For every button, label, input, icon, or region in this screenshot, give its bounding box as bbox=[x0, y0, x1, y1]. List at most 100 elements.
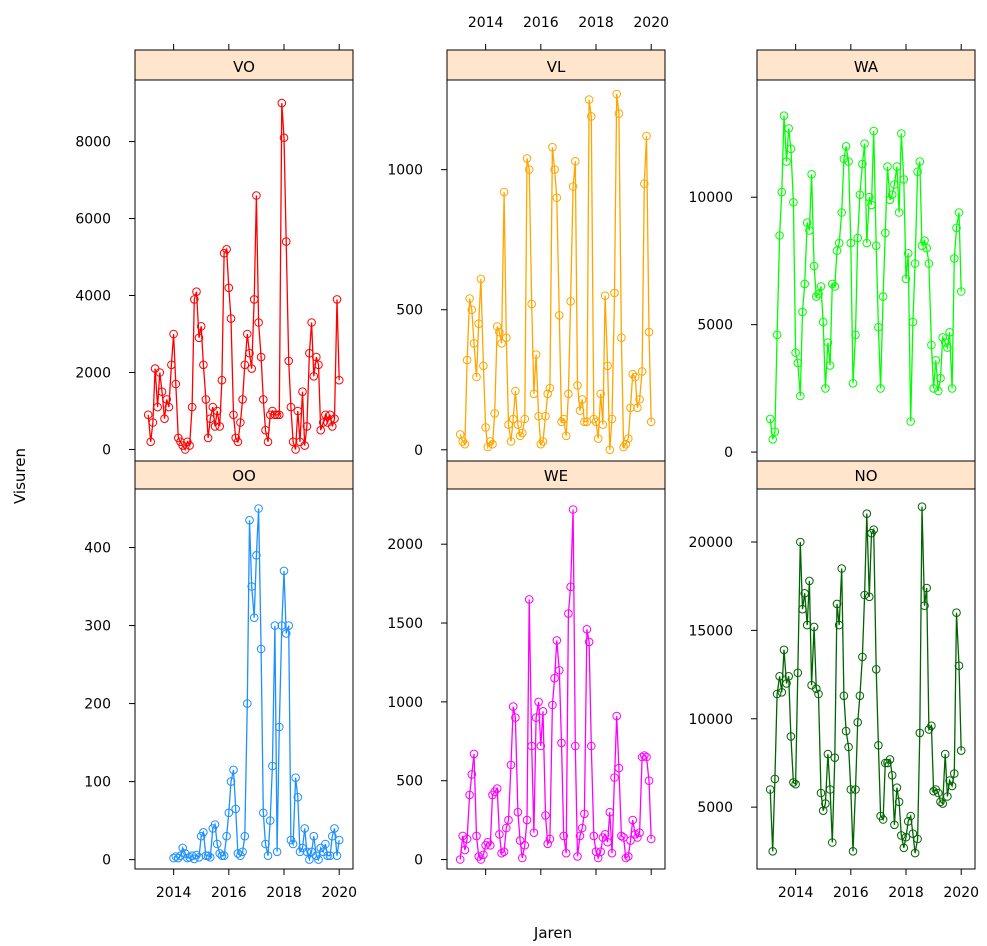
data-point bbox=[950, 769, 959, 778]
data-point bbox=[557, 417, 566, 427]
data-point bbox=[646, 417, 656, 427]
data-point bbox=[305, 855, 314, 864]
x-tick-label: 2018 bbox=[266, 885, 302, 901]
y-tick-label: 100 bbox=[84, 775, 111, 791]
data-point bbox=[890, 180, 899, 189]
data-point bbox=[853, 718, 863, 727]
data-point bbox=[460, 845, 470, 855]
data-point bbox=[869, 525, 879, 535]
data-point bbox=[603, 837, 612, 847]
data-point bbox=[874, 322, 883, 332]
data-point bbox=[522, 815, 532, 825]
data-point bbox=[630, 372, 640, 382]
data-point bbox=[644, 327, 654, 337]
data-point bbox=[316, 425, 326, 435]
data-point bbox=[860, 139, 869, 148]
panel-strip bbox=[446, 49, 666, 81]
data-point bbox=[212, 406, 222, 416]
data-point bbox=[575, 406, 585, 415]
data-point bbox=[474, 319, 484, 329]
data-point bbox=[834, 620, 844, 630]
data-point bbox=[793, 358, 803, 368]
data-point bbox=[906, 417, 916, 426]
panel-wa: WA 0 5000 10000 bbox=[688, 44, 976, 462]
data-point bbox=[199, 828, 208, 837]
data-point bbox=[954, 661, 964, 671]
data-point bbox=[302, 422, 312, 431]
data-point bbox=[812, 684, 821, 694]
data-point bbox=[157, 387, 167, 397]
data-point bbox=[913, 167, 922, 176]
data-point bbox=[153, 402, 162, 412]
data-point bbox=[624, 434, 633, 443]
y-tick-label: 2000 bbox=[387, 537, 423, 553]
data-point bbox=[270, 410, 280, 420]
y-tick-label: 2000 bbox=[75, 365, 111, 381]
data-point bbox=[490, 787, 500, 797]
data-point bbox=[920, 236, 929, 245]
data-point bbox=[920, 601, 929, 611]
data-point bbox=[518, 428, 527, 438]
data-point bbox=[610, 288, 619, 298]
data-point bbox=[538, 437, 548, 446]
data-point bbox=[541, 811, 550, 820]
data-point bbox=[837, 564, 847, 573]
data-point bbox=[495, 830, 504, 839]
data-point bbox=[559, 831, 569, 841]
data-point bbox=[462, 834, 472, 844]
panel-strip-label: VL bbox=[547, 58, 566, 76]
data-point bbox=[275, 410, 284, 420]
data-point bbox=[277, 98, 287, 108]
data-point bbox=[206, 853, 215, 862]
data-point bbox=[201, 395, 211, 404]
data-point bbox=[612, 89, 622, 99]
data-point bbox=[566, 297, 575, 306]
data-point bbox=[844, 742, 853, 752]
data-point bbox=[210, 820, 220, 829]
data-point bbox=[243, 699, 252, 708]
data-point bbox=[596, 847, 606, 857]
data-point bbox=[564, 389, 573, 399]
data-point bbox=[876, 384, 885, 393]
panel-frame bbox=[756, 488, 976, 870]
data-point bbox=[906, 811, 916, 821]
y-tick-label: 0 bbox=[724, 445, 733, 461]
data-point bbox=[617, 333, 626, 343]
data-point bbox=[481, 423, 490, 432]
data-point bbox=[476, 855, 486, 864]
data-point bbox=[600, 291, 610, 301]
data-point bbox=[945, 776, 954, 785]
data-point bbox=[508, 702, 518, 711]
data-point bbox=[940, 338, 950, 347]
y-tick-label: 500 bbox=[396, 303, 423, 319]
data-point bbox=[830, 753, 840, 763]
data-point bbox=[858, 159, 867, 169]
data-point bbox=[534, 411, 543, 421]
data-point bbox=[469, 749, 479, 759]
data-point bbox=[823, 338, 833, 347]
data-point bbox=[513, 807, 523, 817]
data-point bbox=[217, 375, 227, 385]
data-point bbox=[768, 847, 778, 856]
data-point bbox=[568, 182, 578, 191]
data-point bbox=[887, 771, 897, 780]
data-point bbox=[573, 852, 582, 861]
data-point bbox=[591, 847, 601, 857]
data-point bbox=[846, 238, 856, 248]
data-point bbox=[869, 126, 879, 136]
data-point bbox=[231, 804, 240, 814]
data-point bbox=[626, 403, 635, 413]
data-point bbox=[600, 830, 610, 839]
data-point bbox=[765, 414, 775, 424]
data-point bbox=[577, 395, 587, 404]
data-point bbox=[947, 781, 957, 791]
data-point bbox=[492, 784, 502, 793]
data-point bbox=[240, 831, 250, 841]
y-tick-label: 1000 bbox=[387, 695, 423, 711]
data-point bbox=[770, 427, 780, 437]
data-point bbox=[555, 311, 564, 320]
data-point bbox=[256, 352, 266, 362]
data-point bbox=[943, 343, 952, 352]
data-point bbox=[515, 836, 525, 845]
series-line-vl bbox=[459, 93, 652, 450]
